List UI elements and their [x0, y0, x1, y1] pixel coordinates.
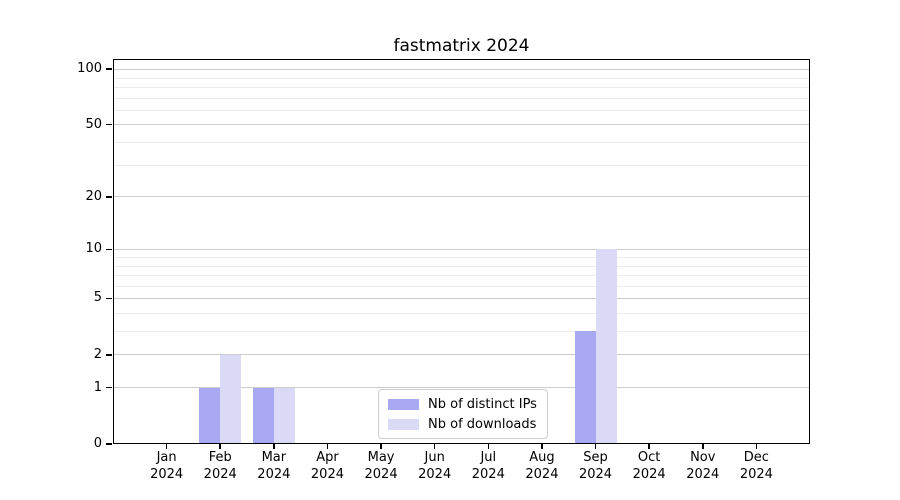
gridline-minor [113, 110, 810, 112]
chart-title: fastmatrix 2024 [393, 36, 530, 56]
gridline-minor [113, 285, 810, 287]
gridline-minor [113, 257, 810, 258]
x-tick-mark [219, 444, 221, 449]
bar-distinct-ips [252, 387, 274, 444]
legend: Nb of distinct IPs Nb of downloads [378, 389, 548, 439]
gridline-minor [113, 275, 810, 277]
x-tick-year: 2024 [578, 467, 613, 482]
x-tick-month: Dec [743, 450, 769, 465]
gridline-major [113, 196, 810, 198]
y-axis-tick-label: 50 [85, 116, 102, 132]
x-axis-tick-label: Apr 2024 [285, 449, 369, 483]
legend-swatch [388, 398, 419, 410]
x-tick-mark [702, 444, 704, 449]
y-tick-mark [106, 354, 112, 356]
x-tick-year: 2024 [418, 467, 452, 482]
y-axis-tick-label: 10 [85, 241, 102, 257]
y-axis-tick-label: 0 [93, 436, 102, 451]
x-tick-year: 2024 [739, 467, 773, 482]
gridline-minor [113, 77, 810, 79]
x-tick-month: Nov [690, 450, 716, 465]
x-axis-tick-label: Mar 2024 [232, 449, 316, 483]
x-tick-mark [165, 444, 168, 449]
x-tick-month: May [367, 450, 395, 465]
y-tick-mark [106, 123, 112, 126]
x-tick-year: 2024 [203, 467, 237, 482]
y-tick-mark [106, 386, 112, 389]
x-tick-month: Jun [424, 450, 445, 465]
gridline-minor [113, 313, 810, 315]
gridline-major [113, 354, 810, 356]
x-tick-mark [594, 444, 597, 449]
y-axis-tick-label: 20 [85, 188, 102, 204]
bar-downloads [220, 354, 242, 444]
y-tick-mark [106, 248, 112, 250]
bar-downloads [273, 387, 295, 444]
bar-distinct-ips [199, 387, 221, 444]
x-tick-month: Jul [480, 450, 497, 465]
legend-label: Nb of downloads [428, 416, 537, 432]
legend-label: Nb of distinct IPs [428, 396, 537, 412]
x-tick-month: Sep [583, 450, 608, 465]
x-axis-tick-label: Nov 2024 [661, 449, 745, 483]
y-axis-tick-label: 5 [93, 290, 102, 306]
x-tick-month: Apr [316, 450, 339, 465]
legend-item: Nb of downloads [388, 416, 537, 432]
x-tick-mark [380, 444, 382, 449]
y-axis-tick-label: 100 [77, 61, 102, 77]
gridline-minor [113, 87, 810, 89]
y-tick-mark [106, 68, 112, 70]
gridline-minor [113, 142, 810, 144]
x-tick-month: Jan [156, 450, 177, 465]
x-axis-tick-label: May 2024 [339, 449, 423, 483]
bar-downloads [595, 249, 617, 444]
x-axis-tick-label: Jan 2024 [125, 449, 209, 483]
x-tick-month: Feb [208, 450, 232, 465]
x-tick-mark [755, 444, 758, 449]
legend-item: Nb of distinct IPs [388, 396, 537, 412]
gridline-minor [113, 165, 810, 167]
x-tick-mark [433, 444, 436, 449]
x-axis-tick-label: Jun 2024 [393, 449, 477, 483]
gridline-minor [113, 331, 810, 333]
x-tick-month: Oct [637, 450, 661, 465]
x-tick-month: Mar [261, 450, 287, 465]
x-tick-mark [648, 444, 650, 449]
x-tick-month: Aug [529, 450, 555, 465]
x-axis-tick-label: Feb 2024 [178, 449, 262, 483]
x-axis-tick-label: Aug 2024 [500, 449, 584, 483]
x-axis-tick-label: Dec 2024 [714, 449, 798, 483]
bar-distinct-ips [574, 331, 596, 444]
x-tick-year: 2024 [150, 467, 184, 482]
x-tick-year: 2024 [525, 467, 559, 482]
x-tick-year: 2024 [686, 467, 720, 482]
x-tick-mark [541, 444, 543, 449]
x-tick-year: 2024 [364, 467, 398, 482]
x-axis-tick-label: Sep 2024 [554, 449, 638, 483]
gridline-major [113, 68, 810, 70]
gridline-minor [113, 265, 810, 267]
y-tick-mark [106, 196, 112, 198]
gridline-major [113, 387, 810, 389]
x-tick-year: 2024 [310, 467, 344, 482]
x-tick-year: 2024 [632, 467, 666, 482]
gridline-major [113, 297, 810, 300]
x-tick-year: 2024 [471, 467, 505, 482]
y-tick-mark [106, 297, 112, 300]
gridline-minor [113, 97, 810, 99]
x-tick-year: 2024 [257, 467, 291, 482]
x-tick-mark [487, 444, 490, 449]
legend-swatch [388, 418, 419, 430]
x-tick-mark [273, 444, 275, 449]
y-axis-tick-label: 1 [93, 379, 102, 395]
y-tick-mark [106, 443, 112, 445]
x-axis-tick-label: Oct 2024 [607, 449, 691, 483]
gridline-major [113, 248, 810, 250]
x-axis-tick-label: Jul 2024 [446, 449, 530, 483]
y-axis-tick-label: 2 [93, 346, 102, 362]
x-tick-mark [326, 444, 329, 449]
gridline-major [113, 124, 810, 126]
